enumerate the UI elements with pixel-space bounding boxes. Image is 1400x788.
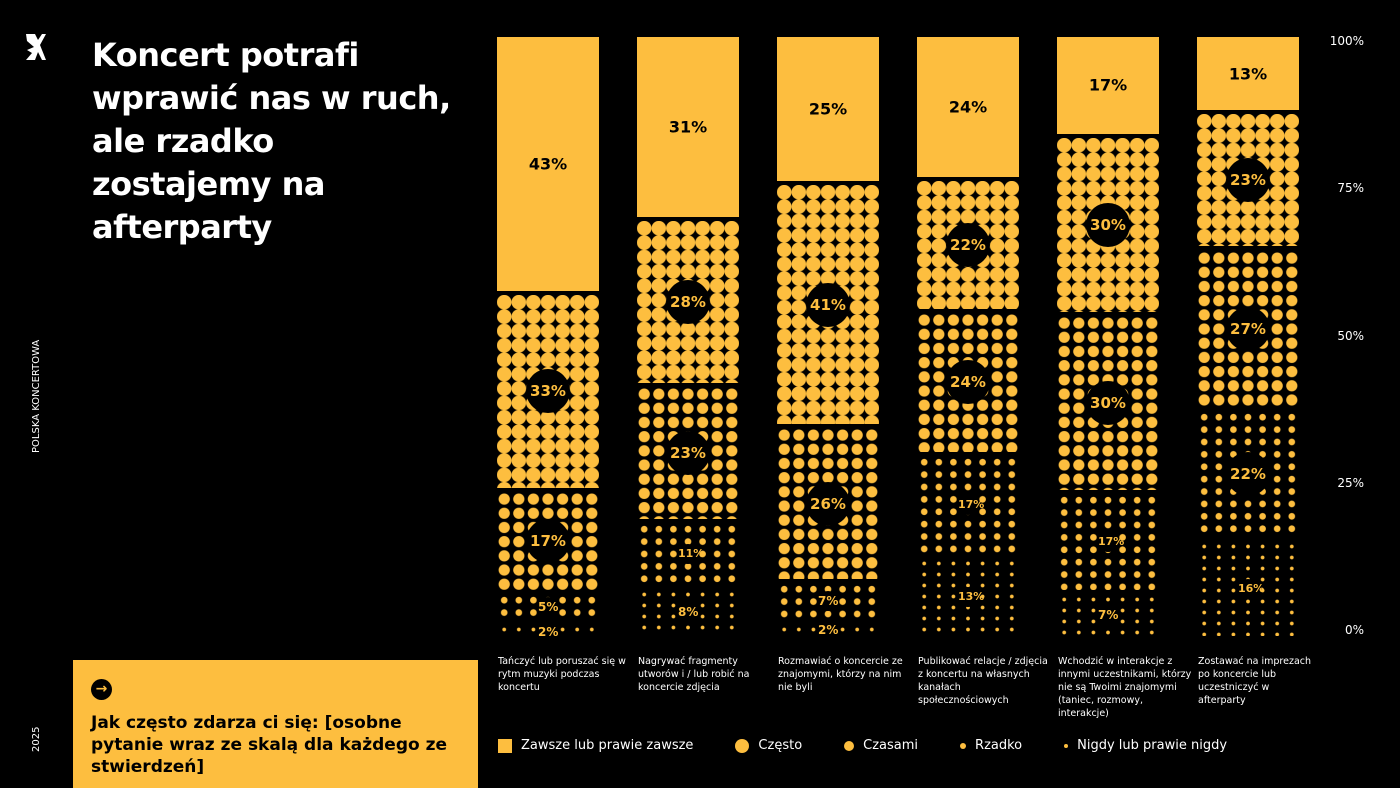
data-label: 5% bbox=[538, 597, 558, 618]
legend-label: Czasami bbox=[863, 738, 919, 753]
data-label: 17% bbox=[1098, 532, 1124, 553]
legend-item: Nigdy lub prawie nigdy bbox=[1064, 738, 1227, 753]
data-label: 22% bbox=[946, 222, 990, 267]
bar-segment bbox=[637, 37, 739, 217]
category-label: Nagrywać fragmenty utworów i / lub robić… bbox=[638, 656, 750, 693]
y-tick-label: 100% bbox=[1329, 34, 1364, 48]
data-label: 30% bbox=[1086, 202, 1130, 247]
page-title: Koncert potrafi wprawić nas w ruch, ale … bbox=[92, 36, 451, 246]
data-label: 43% bbox=[528, 154, 568, 174]
legend-label: Nigdy lub prawie nigdy bbox=[1077, 738, 1228, 753]
data-label: 26% bbox=[806, 481, 850, 526]
bar: 31% 28% 23% 11% 8% bbox=[637, 37, 739, 636]
bar-segment bbox=[1197, 37, 1299, 111]
data-label: 24% bbox=[948, 97, 988, 117]
y-tick-label: 25% bbox=[1337, 475, 1364, 490]
data-label: 30% bbox=[1086, 380, 1130, 425]
bar: 17% 30% 30% 17% 7% bbox=[1057, 37, 1159, 636]
legend-dot-icon bbox=[1064, 743, 1069, 748]
data-label: 11% bbox=[678, 543, 704, 564]
data-label: 25% bbox=[808, 99, 848, 119]
category-label: Publikować relacje / zdjęcia z koncertu … bbox=[918, 656, 1048, 706]
legend-item: Rzadko bbox=[960, 738, 1022, 753]
bar: 43% 33% 17% 5% 2% bbox=[497, 37, 599, 642]
data-label: 23% bbox=[1226, 158, 1270, 203]
legend-label: Rzadko bbox=[975, 738, 1023, 753]
data-label: 31% bbox=[668, 117, 708, 137]
category-label: Tańczyć lub poruszać się w rytm muzyki p… bbox=[498, 656, 626, 693]
data-label: 8% bbox=[678, 602, 698, 623]
data-label: 17% bbox=[958, 495, 984, 516]
legend: Zawsze lub prawie zawsze Często Czasami Rza… bbox=[498, 738, 1269, 753]
data-label: 27% bbox=[1226, 306, 1270, 351]
y-tick-label: 75% bbox=[1337, 181, 1364, 196]
arrow-right-circle-icon: → bbox=[91, 679, 112, 700]
data-label: 7% bbox=[818, 591, 838, 612]
side-brand: POLSKA KONCERTOWA bbox=[31, 339, 42, 453]
data-label: 17% bbox=[526, 519, 570, 564]
legend-dot-icon bbox=[735, 738, 750, 753]
data-label: 41% bbox=[806, 282, 850, 327]
data-label: 16% bbox=[1238, 578, 1264, 599]
data-label: 17% bbox=[1088, 75, 1128, 95]
data-label: 23% bbox=[666, 431, 710, 476]
y-tick-label: 50% bbox=[1337, 328, 1364, 343]
data-label: 28% bbox=[666, 279, 710, 324]
bar-segment bbox=[777, 37, 879, 182]
category-label: Zostawać na imprezach po koncercie lub u… bbox=[1198, 656, 1312, 706]
data-label: 22% bbox=[1226, 451, 1270, 496]
data-label: 24% bbox=[946, 360, 990, 405]
legend-label: Często bbox=[758, 738, 803, 753]
y-tick-label: 0% bbox=[1344, 623, 1364, 637]
legend-dot-icon bbox=[844, 740, 855, 751]
question-box: → Jak często zdarza ci się: [osobne pyta… bbox=[73, 660, 478, 788]
brand-logo bbox=[24, 32, 48, 62]
bar-segment bbox=[917, 37, 1019, 177]
bar: 25% 41% 26% 7% 2% bbox=[777, 37, 879, 641]
data-label: 7% bbox=[1098, 605, 1118, 626]
bar-segment bbox=[497, 37, 599, 291]
legend-item: Czasami bbox=[844, 738, 918, 753]
legend-item: Często bbox=[735, 738, 802, 753]
data-label: 13% bbox=[1228, 64, 1268, 84]
bar-segment bbox=[1057, 37, 1159, 134]
side-year: 2025 bbox=[31, 726, 42, 752]
category-label: Wchodzić w interakcje z innymi uczestnik… bbox=[1058, 656, 1192, 719]
legend-item: Zawsze lub prawie zawsze bbox=[498, 738, 693, 753]
legend-square-icon bbox=[498, 738, 512, 753]
category-label: Rozmawiać o koncercie ze znajomymi, któr… bbox=[778, 656, 903, 693]
question-text: Jak często zdarza ci się: [osobne pytani… bbox=[91, 713, 448, 777]
data-label: 2% bbox=[818, 620, 838, 641]
legend-dot-icon bbox=[960, 742, 967, 749]
bar: 13% 23% 27% 22% 16% bbox=[1197, 37, 1299, 636]
data-label: 33% bbox=[526, 369, 570, 414]
bar: 24% 22% 24% 17% 13% bbox=[917, 37, 1019, 636]
data-label: 2% bbox=[538, 622, 558, 642]
data-label: 13% bbox=[958, 587, 984, 608]
legend-label: Zawsze lub prawie zawsze bbox=[521, 738, 694, 753]
